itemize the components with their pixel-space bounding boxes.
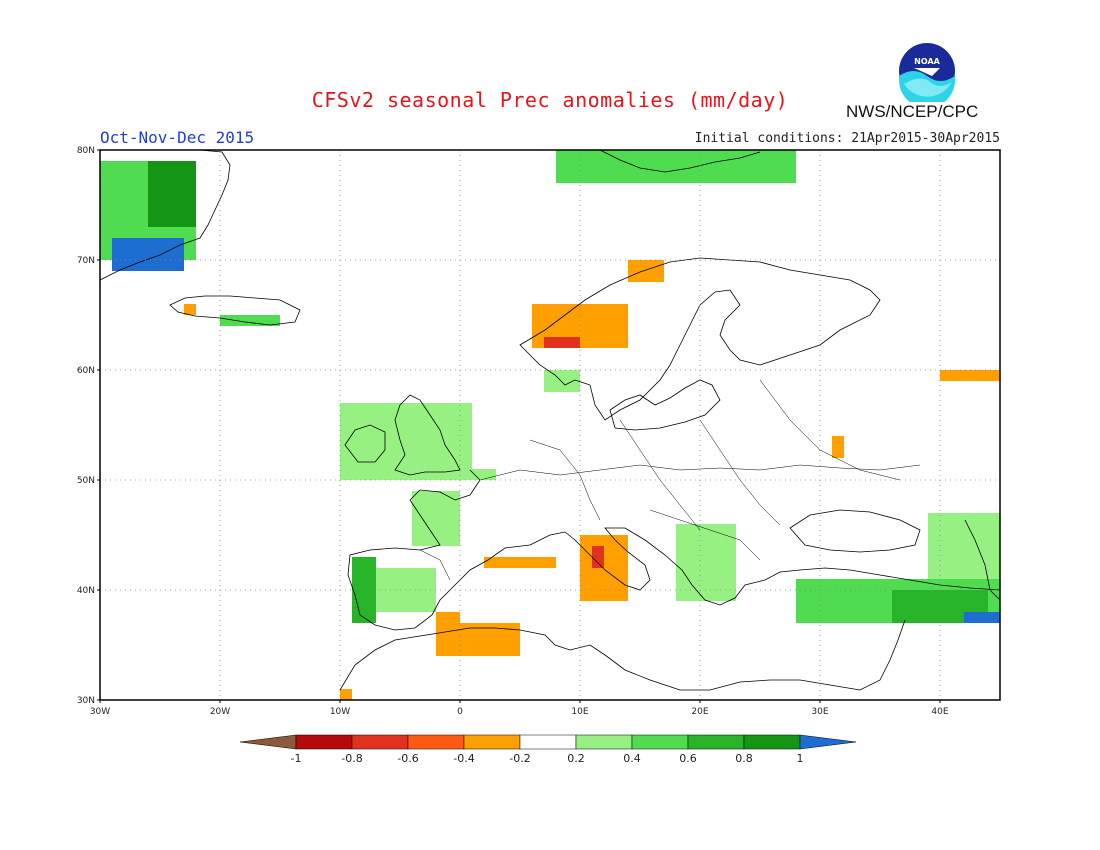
border-line [699,419,781,526]
coast-iceland [169,295,301,326]
colorbar-level-label: -0.6 [397,752,418,765]
colorbar-level-label: 0.6 [679,752,697,765]
coastlines [99,149,1001,691]
agency-label: NWS/NCEP/CPC [846,102,979,121]
anomaly-cell-balkans [676,524,736,601]
lon-tick-label: 20E [691,707,708,717]
lon-tick-label: 20W [210,707,230,717]
anomaly-cell-benelux [472,469,496,480]
colorbar-level-label: -1 [291,752,302,765]
colorbar-level-label: 1 [797,752,804,765]
lat-tick-label: 30N [77,696,95,706]
lon-tick-label: 40E [931,707,948,717]
anomaly-cell-gulf-of-lion [484,557,556,568]
anomaly-cell-morocco [340,689,352,700]
lat-tick-label: 40N [77,586,95,596]
coast-ireland [344,424,386,463]
chart-title: CFSv2 seasonal Prec anomalies (mm/day) [311,88,789,112]
colorbar-level-label: -0.4 [453,752,474,765]
lat-tick-label: 80N [77,146,95,156]
colorbar-min-triangle [239,734,297,750]
period-label: Oct-Nov-Dec 2015 [100,128,255,147]
lon-tick-label: 0 [457,707,463,717]
lon-tick-label: 10W [330,707,350,717]
border-line [649,509,761,561]
border-line [479,464,921,481]
lon-tick-label: 30E [811,707,828,717]
coast-europe-west [347,469,1001,631]
noaa-logo-text: NOAA [914,57,940,66]
border-line [759,379,901,481]
colorbar-box [351,734,409,750]
coast-africa [339,619,906,691]
anomaly-cell-iceland [220,315,280,326]
anomaly-cell-norway-south [544,370,580,392]
colorbar-level-label: -0.2 [509,752,530,765]
border-line [419,549,451,581]
coast-svalbard [599,149,761,173]
colorbar-level-label: -0.8 [341,752,362,765]
anomaly-cell-svalbard [556,150,796,183]
map-frame [99,149,1001,701]
initial-conditions-label: Initial conditions: 21Apr2015-30Apr2015 [694,131,1000,146]
colorbar: -1 -0.8 -0.6 -0.4 -0.2 0.2 0.4 0.6 0.8 1 [239,734,857,765]
anomaly-cell-norway-north [628,260,664,282]
coast-black-sea [789,509,921,553]
anomaly-cell-greenland-south [112,238,184,271]
lat-tick-label: 70N [77,256,95,266]
colorbar-box [743,734,801,750]
coast-caspian [964,519,1001,601]
colorbar-box [463,734,521,750]
country-borders [419,379,921,581]
anomaly-cell-iraq [964,612,1000,623]
anomaly-cell-norway-coast-strong [544,337,580,348]
coast-greenland [99,149,231,281]
anomaly-cells [100,150,1000,700]
colorbar-level-label: 0.8 [735,752,753,765]
noaa-logo-icon: NOAA [897,41,957,102]
colorbar-box [519,734,577,750]
lon-tick-label: 10E [571,707,588,717]
coast-britain [394,394,461,476]
colorbar-box [687,734,745,750]
anomaly-cell-russia-east [940,370,1000,381]
anomaly-cell-iceland-nw [184,304,196,315]
lat-tick-label: 50N [77,476,95,486]
axis-labels: 30N 40N 50N 60N 70N 80N 30W 20W 10W 0 10E 20E 30E 40E [77,146,949,717]
anomaly-cell-france-west [412,491,460,546]
colorbar-box [407,734,465,750]
anomaly-cell-british-isles [340,403,472,480]
graticule [100,150,1000,700]
colorbar-level-label: 0.2 [567,752,585,765]
lon-tick-label: 30W [90,707,110,717]
anomaly-cell-italy-strong [592,546,604,568]
coast-scandinavia [519,257,881,421]
colorbar-box [295,734,353,750]
anomaly-cell-greenland-coast [148,161,196,227]
lat-tick-label: 60N [77,366,95,376]
anomaly-cell-belarus [832,436,844,458]
coast-baltic [609,379,721,431]
colorbar-level-label: 0.4 [623,752,641,765]
colorbar-max-triangle [799,734,857,750]
colorbar-box [631,734,689,750]
anomaly-cell-caucasus [928,513,1000,579]
colorbar-box [575,734,633,750]
